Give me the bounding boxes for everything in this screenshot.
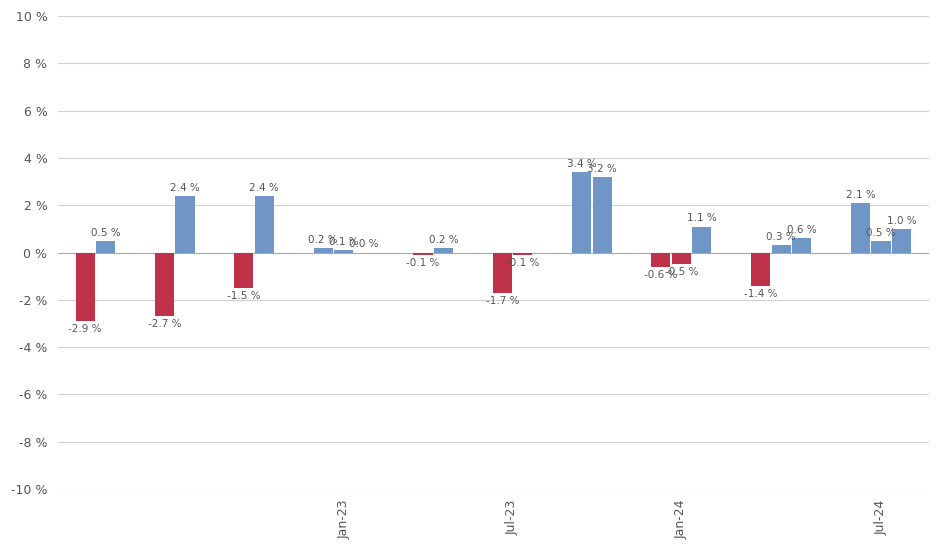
Bar	[693, 227, 712, 252]
Bar	[96, 241, 116, 252]
Text: 0.2 %: 0.2 %	[308, 235, 338, 245]
Bar	[314, 248, 333, 252]
Text: 3.2 %: 3.2 %	[588, 164, 617, 174]
Text: 0.3 %: 0.3 %	[766, 233, 796, 243]
Bar	[493, 252, 512, 293]
Bar	[155, 252, 174, 316]
Text: 0.0 %: 0.0 %	[350, 239, 379, 250]
Bar	[414, 252, 432, 255]
Bar	[672, 252, 691, 265]
Text: 3.4 %: 3.4 %	[567, 159, 597, 169]
Text: -1.5 %: -1.5 %	[227, 291, 260, 301]
Bar	[751, 252, 770, 285]
Text: -2.9 %: -2.9 %	[69, 324, 102, 334]
Text: -0.1 %: -0.1 %	[406, 258, 440, 268]
Text: 0.1 %: 0.1 %	[329, 237, 358, 247]
Bar	[792, 238, 811, 252]
Bar	[651, 252, 670, 267]
Text: 0.2 %: 0.2 %	[429, 235, 459, 245]
Bar	[592, 177, 612, 252]
Text: 0.5 %: 0.5 %	[91, 228, 120, 238]
Text: 2.4 %: 2.4 %	[170, 183, 200, 192]
Bar	[434, 248, 453, 252]
Bar	[334, 250, 353, 252]
Bar	[871, 241, 890, 252]
Text: 0.6 %: 0.6 %	[787, 226, 817, 235]
Text: -0.5 %: -0.5 %	[665, 267, 698, 277]
Text: -1.4 %: -1.4 %	[744, 289, 777, 299]
Text: 2.4 %: 2.4 %	[249, 183, 279, 192]
Text: 1.0 %: 1.0 %	[886, 216, 916, 226]
Text: 0.5 %: 0.5 %	[867, 228, 896, 238]
Bar	[772, 245, 791, 252]
Bar	[255, 196, 274, 252]
Text: -1.7 %: -1.7 %	[486, 296, 519, 306]
Text: -2.7 %: -2.7 %	[148, 320, 181, 329]
Bar	[851, 203, 870, 252]
Text: -0.6 %: -0.6 %	[644, 270, 678, 280]
Text: 2.1 %: 2.1 %	[846, 190, 875, 200]
Text: 1.1 %: 1.1 %	[687, 213, 717, 223]
Bar	[892, 229, 911, 252]
Bar	[234, 252, 254, 288]
Bar	[513, 252, 532, 255]
Text: -0.1 %: -0.1 %	[506, 258, 540, 268]
Bar	[176, 196, 195, 252]
Bar	[76, 252, 95, 321]
Bar	[572, 172, 591, 252]
